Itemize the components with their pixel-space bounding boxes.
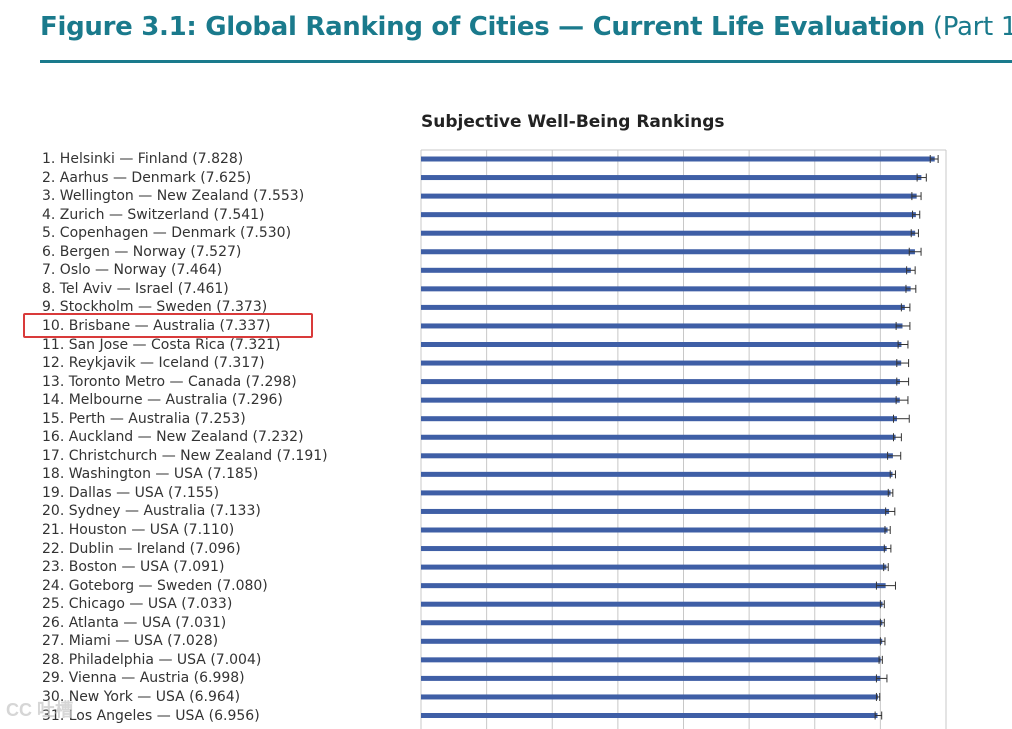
city-label: 15. Perth — Australia (7.253) [42,410,246,427]
bar [421,342,902,347]
bar [421,286,911,292]
bar [421,564,887,570]
city-label: 27. Miami — USA (7.028) [42,633,219,650]
bar [421,397,900,403]
city-label: 16. Auckland — New Zealand (7.232) [42,429,304,446]
bar [421,230,916,236]
city-label: 31. Los Angeles — USA (6.956) [42,707,260,724]
city-label: 13. Toronto Metro — Canada (7.298) [42,373,297,390]
city-label: 29. Vienna — Austria (6.998) [42,670,245,687]
highlight-box [23,313,313,338]
bar [421,638,883,644]
city-label: 24. Goteborg — Sweden (7.080) [42,577,268,594]
bar [421,490,891,496]
bar [421,453,893,459]
bar [421,416,897,422]
city-label: 12. Reykjavik — Iceland (7.317) [42,355,265,372]
city-label: 14. Melbourne — Australia (7.296) [42,392,283,409]
figure-title-main: Figure 3.1: Global Ranking of Cities — C… [40,12,925,42]
city-label: 22. Dublin — Ireland (7.096) [42,540,241,557]
city-label: 8. Tel Aviv — Israel (7.461) [42,280,229,297]
city-label: 30. New York — USA (6.964) [42,688,241,705]
watermark: CC 吐槽 [6,700,73,720]
bar [421,471,893,477]
bar [421,304,905,310]
city-label: 2. Aarhus — Denmark (7.625) [42,169,252,186]
city-label: 28. Philadelphia — USA (7.004) [42,651,262,668]
bar [421,657,881,663]
city-label: 25. Chicago — USA (7.033) [42,596,233,613]
city-label: 6. Bergen — Norway (7.527) [42,243,242,260]
city-label: 17. Christchurch — New Zealand (7.191) [42,447,328,464]
bar [421,527,888,533]
city-label: 7. Oslo — Norway (7.464) [42,262,223,279]
city-label: 18. Washington — USA (7.185) [42,466,259,483]
city-label: 9. Stockholm — Sweden (7.373) [42,299,268,316]
bar [421,713,878,718]
bar [421,379,900,385]
title-rule [40,60,1012,63]
city-label: 23. Boston — USA (7.091) [42,559,225,576]
figure-title: Figure 3.1: Global Ranking of Cities — C… [40,12,1012,42]
bar [421,620,883,626]
city-label: 19. Dallas — USA (7.155) [42,484,220,501]
bar [421,583,886,589]
bar [421,212,916,218]
city-label: 4. Zurich — Switzerland (7.541) [42,206,265,223]
city-label: 5. Copenhagen — Denmark (7.530) [42,225,292,242]
city-label: 11. San Jose — Costa Rica (7.321) [42,336,281,353]
bar [421,175,922,181]
figure-title-part: (Part 1) [932,12,1012,42]
bar [421,323,903,329]
city-label: 26. Atlanta — USA (7.031) [42,614,227,631]
bar [421,267,911,273]
chart-title: Subjective Well-Being Rankings [421,112,725,132]
bar [421,508,890,514]
city-label: 3. Wellington — New Zealand (7.553) [42,188,305,205]
city-label: 21. Houston — USA (7.110) [42,522,235,538]
bar [421,360,902,366]
bar [421,601,883,607]
bar [421,193,917,199]
bar [421,694,879,700]
bar [421,546,887,552]
city-label: 20. Sydney — Australia (7.133) [42,503,261,520]
bar [421,434,896,440]
bar [421,156,935,162]
city-label: 1. Helsinki — Finland (7.828) [42,151,244,167]
bar [421,675,881,681]
bar [421,249,915,255]
city-label: 10. Brisbane — Australia (7.337) [42,317,271,334]
city-labels: 1. Helsinki — Finland (7.828) 2. Aarhus —… [0,0,420,729]
